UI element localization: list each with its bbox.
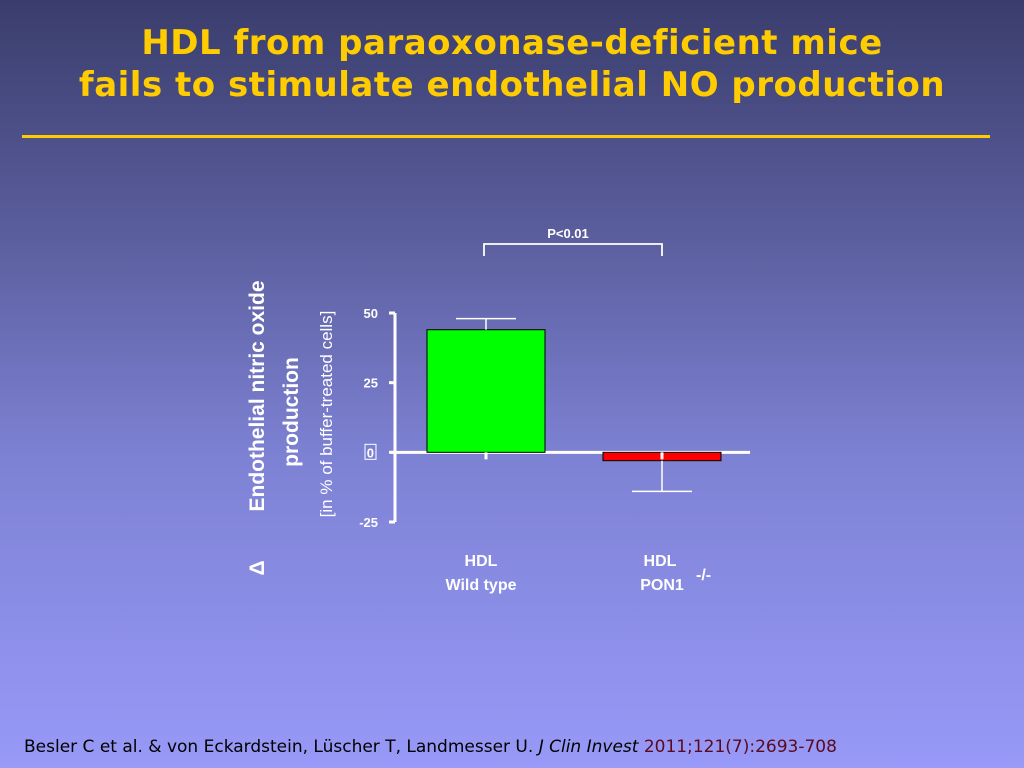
y-ticks: 50 25 0 -25 xyxy=(359,306,395,530)
bars xyxy=(426,329,722,462)
y-tick-label: 0 xyxy=(367,445,374,460)
y-tick-label: -25 xyxy=(359,515,378,530)
category-label-line2: PON1 xyxy=(640,577,684,594)
category-superscript: -/- xyxy=(696,567,711,584)
error-bars xyxy=(456,317,692,493)
category-label-line1: HDL xyxy=(644,553,677,570)
title-line-2: fails to stimulate endothelial NO produc… xyxy=(78,65,946,105)
citation-journal: J Clin Invest xyxy=(538,737,639,757)
significance-bracket: P<0.01 xyxy=(483,226,663,256)
significance-bracket-line xyxy=(483,243,663,256)
citation-volume: 2011;121(7):2693-708 xyxy=(643,737,837,757)
citation: Besler C et al. & von Eckardstein, Lüsch… xyxy=(24,737,1014,757)
y-axis-symbol: Δ xyxy=(246,560,269,575)
slide-title: HDL from paraoxonase-deficient mice fail… xyxy=(0,22,1024,106)
y-axis-sublabel: [in % of buffer-treated cells] xyxy=(317,311,336,518)
significance-label: P<0.01 xyxy=(547,226,589,241)
y-axis-title: Δ Endothelial nitric oxide production [i… xyxy=(246,280,336,575)
y-tick-label: 50 xyxy=(364,306,378,321)
title-line-1: HDL from paraoxonase-deficient mice xyxy=(141,23,883,63)
category-labels: HDL Wild type HDL PON1 -/- xyxy=(446,553,712,594)
category-label-line1: HDL xyxy=(465,553,498,570)
y-axis-label-line1: Endothelial nitric oxide xyxy=(246,280,269,511)
category-label-line2: Wild type xyxy=(446,577,517,594)
bar-1 xyxy=(426,329,546,453)
y-axis-label-line2: production xyxy=(280,357,303,467)
zero-marker-box xyxy=(364,443,377,460)
citation-authors: Besler C et al. & von Eckardstein, Lüsch… xyxy=(24,737,534,757)
title-rule xyxy=(22,135,990,138)
y-tick-label: 25 xyxy=(364,376,378,391)
